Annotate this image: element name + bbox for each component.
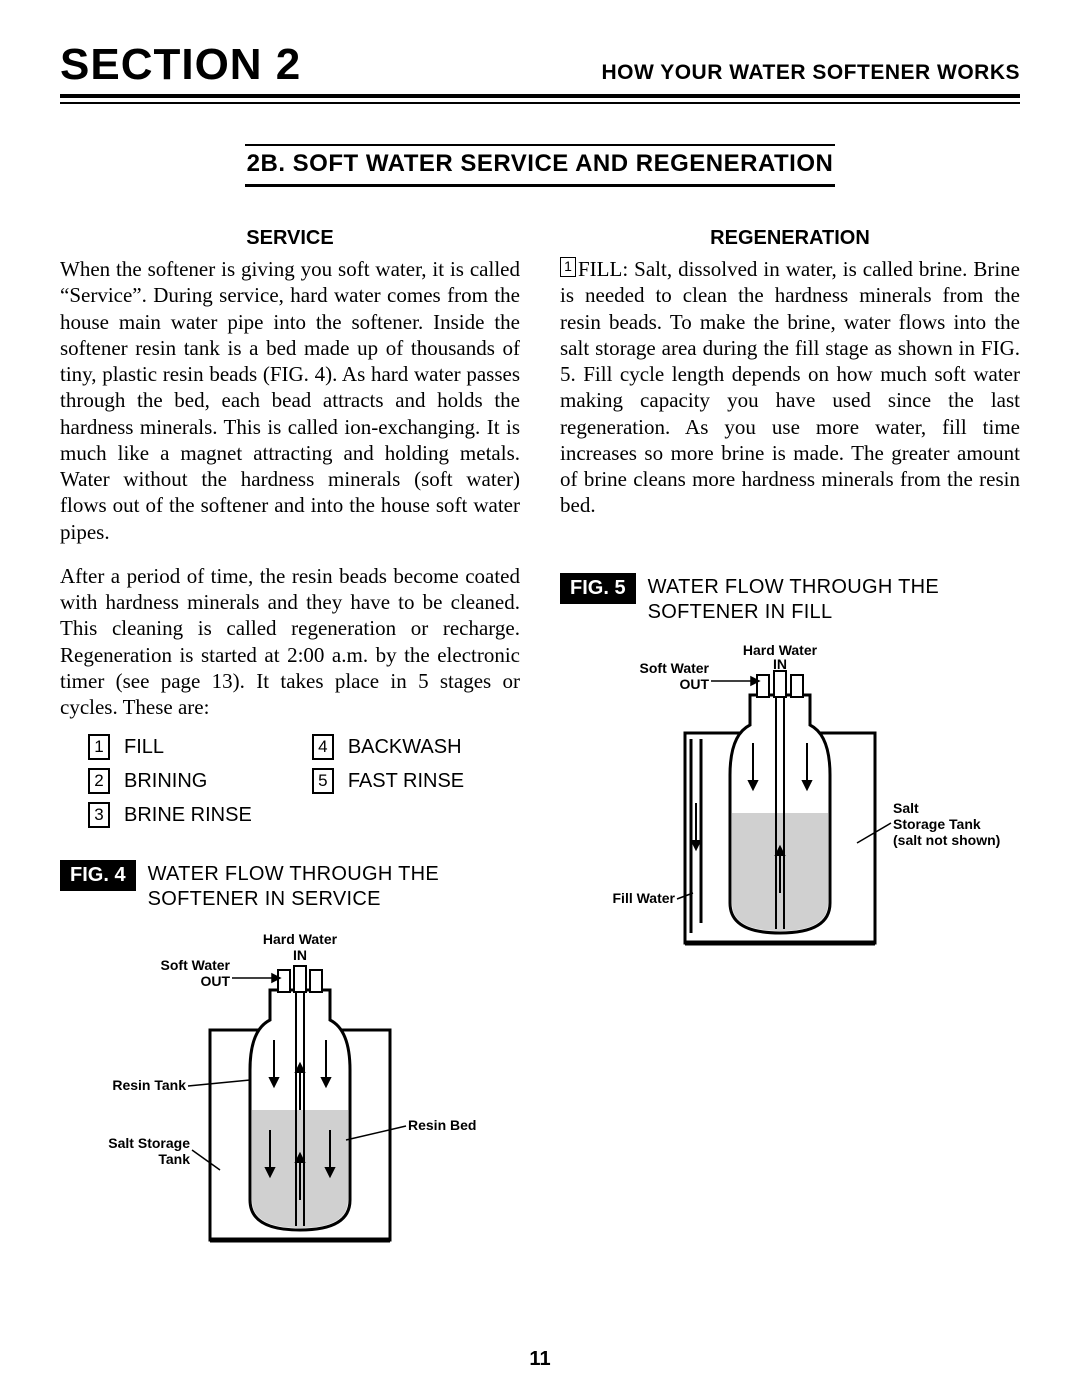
label-salt-storage-1: Salt Storage [108,1135,190,1151]
softener-fill-svg: Hard Water IN Soft Water OUT Fill Water … [575,643,1005,963]
label-resin-bed: Resin Bed [408,1117,476,1133]
page-number: 11 [0,1348,1080,1371]
label-salt-1: Salt [893,800,919,816]
figure-5-caption: WATER FLOW THROUGH THE SOFTENER IN FILL [648,573,1020,625]
label-fill-water: Fill Water [613,890,676,906]
stage-number: 3 [88,802,110,828]
label-out: OUT [679,676,709,692]
page-header: SECTION 2 HOW YOUR WATER SOFTENER WORKS [60,40,1020,98]
right-column: REGENERATION 1FILL: Salt, dissolved in w… [560,227,1020,1260]
regeneration-heading: REGENERATION [560,227,1020,250]
stage-number: 5 [312,768,334,794]
label-salt-2: Storage Tank [893,816,981,832]
figure-5-header: FIG. 5 WATER FLOW THROUGH THE SOFTENER I… [560,573,1020,625]
label-salt-3: (salt not shown) [893,832,1000,848]
subsection-wrap: 2B. SOFT WATER SERVICE AND REGENERATION [60,144,1020,187]
figure-4-caption: WATER FLOW THROUGH THE SOFTENER IN SERVI… [148,860,520,912]
stage-brining: 2 BRINING [88,768,252,794]
figure-5-diagram: Hard Water IN Soft Water OUT Fill Water … [560,643,1020,963]
regeneration-para-1: 1FILL: Salt, dissolved in water, is call… [560,256,1020,519]
figure-4-diagram: Hard Water IN Soft Water OUT Resin Tank … [60,930,520,1260]
stage-number: 4 [312,734,334,760]
label-resin-tank: Resin Tank [112,1077,186,1093]
figure-4: FIG. 4 WATER FLOW THROUGH THE SOFTENER I… [60,860,520,1260]
figure-5: FIG. 5 WATER FLOW THROUGH THE SOFTENER I… [560,573,1020,963]
label-salt-storage-2: Tank [158,1151,190,1167]
stage-backwash: 4 BACKWASH [312,734,464,760]
stage-fast-rinse: 5 FAST RINSE [312,768,464,794]
stage-label: BACKWASH [348,736,462,759]
stage-number: 2 [88,768,110,794]
stage-number: 1 [88,734,110,760]
stage-col-1: 1 FILL 2 BRINING 3 BRINE RINSE [88,734,252,828]
header-rule [60,102,1020,104]
label-out: OUT [200,973,230,989]
header-subtitle: HOW YOUR WATER SOFTENER WORKS [601,61,1020,85]
regeneration-stages: 1 FILL 2 BRINING 3 BRINE RINSE 4 BACKWAS… [88,734,520,828]
left-column: SERVICE When the softener is giving you … [60,227,520,1260]
label-in: IN [293,947,307,963]
regeneration-text: FILL: Salt, dissolved in water, is calle… [560,257,1020,517]
subsection-title: 2B. SOFT WATER SERVICE AND REGENERATION [245,144,836,187]
stage-label: FILL [124,736,164,759]
stage-fill: 1 FILL [88,734,252,760]
service-para-2: After a period of time, the resin beads … [60,563,520,721]
section-title: SECTION 2 [60,40,301,90]
inline-step-number: 1 [560,257,576,277]
figure-4-header: FIG. 4 WATER FLOW THROUGH THE SOFTENER I… [60,860,520,912]
service-heading: SERVICE [60,227,520,250]
stage-label: BRINING [124,770,207,793]
figure-4-badge: FIG. 4 [60,860,136,891]
softener-service-svg: Hard Water IN Soft Water OUT Resin Tank … [90,930,490,1260]
stage-brine-rinse: 3 BRINE RINSE [88,802,252,828]
service-para-1: When the softener is giving you soft wat… [60,256,520,545]
label-in: IN [773,656,787,672]
label-soft-water: Soft Water [161,957,231,973]
stage-label: FAST RINSE [348,770,464,793]
content-columns: SERVICE When the softener is giving you … [60,227,1020,1260]
figure-5-badge: FIG. 5 [560,573,636,604]
stage-col-2: 4 BACKWASH 5 FAST RINSE [312,734,464,828]
label-hard-water: Hard Water [263,931,338,947]
label-soft-water: Soft Water [640,660,710,676]
stage-label: BRINE RINSE [124,804,252,827]
